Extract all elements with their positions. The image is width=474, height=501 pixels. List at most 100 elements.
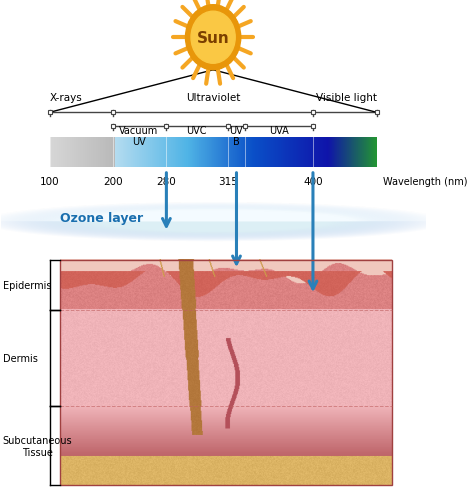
Bar [284, 138, 285, 168]
Bar [62, 138, 63, 168]
Bar [238, 138, 240, 168]
Bar [375, 138, 376, 168]
Bar [261, 138, 262, 168]
Text: 200: 200 [103, 176, 123, 186]
Bar [149, 138, 150, 168]
Bar [352, 138, 353, 168]
Bar [56, 138, 57, 168]
Bar [143, 138, 144, 168]
Bar [232, 138, 233, 168]
Bar [52, 138, 53, 168]
Text: UVC: UVC [186, 126, 206, 136]
Bar [358, 138, 359, 168]
Bar [373, 138, 374, 168]
Bar [337, 138, 338, 168]
Bar [338, 138, 339, 168]
Bar [309, 138, 310, 168]
Bar [102, 138, 104, 168]
Bar [112, 138, 113, 168]
Text: UV
B: UV B [229, 126, 243, 147]
Bar [305, 138, 306, 168]
Bar [282, 138, 283, 168]
Bar [143, 138, 144, 168]
Bar [260, 138, 261, 168]
Bar [326, 138, 327, 168]
Bar [317, 138, 318, 168]
Bar [170, 138, 171, 168]
Bar [275, 138, 276, 168]
Bar [205, 138, 206, 168]
Bar [60, 138, 61, 168]
Bar [269, 138, 270, 168]
Bar [257, 138, 258, 168]
Bar [263, 138, 264, 168]
Bar [140, 138, 141, 168]
Bar [55, 138, 56, 168]
Bar [205, 138, 206, 168]
Bar [188, 138, 189, 168]
Bar [322, 138, 323, 168]
Bar [286, 138, 287, 168]
Bar [138, 138, 139, 168]
Bar [228, 138, 229, 168]
Bar [300, 138, 301, 168]
Bar [217, 138, 218, 168]
Bar [317, 138, 318, 168]
Bar [91, 138, 92, 168]
Bar [151, 138, 152, 168]
Bar [311, 138, 312, 168]
Bar [235, 138, 236, 168]
Bar [81, 138, 82, 168]
Bar [319, 138, 320, 168]
Bar [281, 138, 282, 168]
Bar [139, 138, 140, 168]
Bar [345, 138, 346, 168]
Bar [59, 138, 61, 168]
Bar [312, 138, 314, 168]
Bar [196, 138, 197, 168]
Bar [248, 138, 249, 168]
Bar [107, 138, 108, 168]
Bar [179, 138, 180, 168]
Bar [368, 138, 369, 168]
Bar [58, 138, 59, 168]
Bar [249, 138, 250, 168]
Bar [197, 138, 199, 168]
Bar [355, 138, 356, 168]
Bar [181, 138, 182, 168]
Bar [67, 138, 68, 168]
Bar [82, 138, 83, 168]
Bar [184, 138, 185, 168]
Bar [357, 138, 358, 168]
Bar [201, 138, 202, 168]
Bar [283, 138, 284, 168]
Bar [262, 138, 263, 168]
Bar [59, 138, 60, 168]
Bar [94, 138, 95, 168]
Bar [320, 138, 321, 168]
Bar [324, 138, 325, 168]
Text: Wavelength (nm): Wavelength (nm) [383, 176, 467, 186]
Text: Visible light: Visible light [316, 93, 377, 103]
Bar [217, 138, 218, 168]
Bar [248, 138, 249, 168]
Bar [212, 138, 213, 168]
Bar [376, 138, 377, 168]
Bar [51, 138, 52, 168]
Bar [367, 138, 368, 168]
Bar [334, 138, 335, 168]
Bar [341, 138, 342, 168]
Bar [277, 138, 278, 168]
Bar [109, 138, 110, 168]
Bar [269, 138, 271, 168]
Bar [105, 138, 106, 168]
Bar [133, 138, 134, 168]
Bar [332, 138, 333, 168]
Bar [240, 138, 241, 168]
Text: 315: 315 [218, 176, 238, 186]
Bar [85, 138, 86, 168]
Bar [211, 138, 212, 168]
Bar [265, 138, 266, 168]
Bar [265, 138, 266, 168]
Bar [290, 138, 291, 168]
